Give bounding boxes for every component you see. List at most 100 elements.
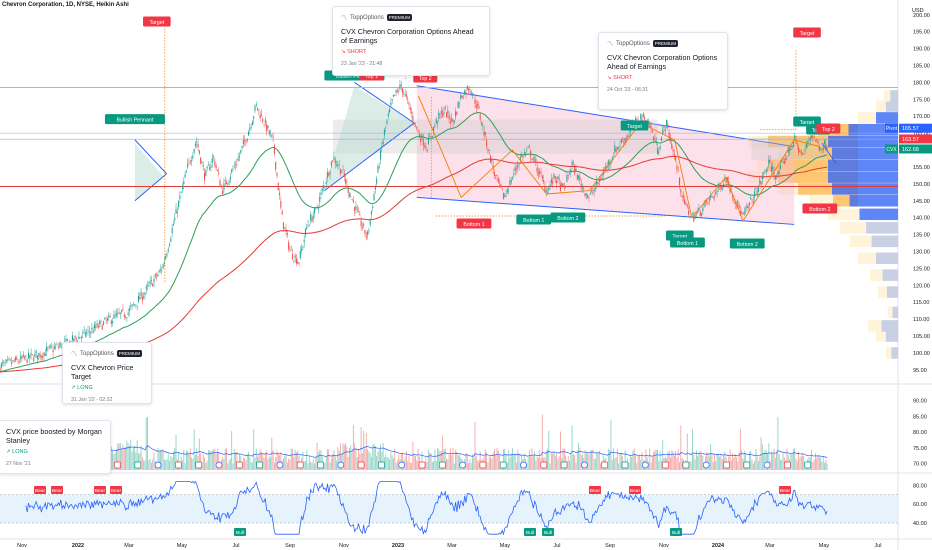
idea-card-earnings-2[interactable]: 〽 ToppOptions PREMIUM CVX Chevron Corporat… bbox=[598, 32, 728, 110]
candle-body bbox=[5, 359, 8, 361]
candle-body bbox=[539, 170, 541, 174]
candle-body bbox=[119, 313, 121, 314]
candle-body bbox=[650, 126, 652, 129]
candle-body bbox=[795, 139, 797, 144]
candle-body bbox=[86, 332, 88, 334]
candle-body bbox=[140, 291, 142, 297]
candle-body bbox=[409, 107, 411, 111]
candle-body bbox=[590, 190, 593, 192]
candle-body bbox=[88, 331, 90, 333]
candle-body bbox=[616, 147, 618, 150]
idea-card-price-target[interactable]: 〽 ToppOptions PREMIUM CVX Chevron Price Ta… bbox=[62, 342, 152, 404]
idea-card-morgan-stanley[interactable]: CVX price boosted by Morgan Stanley ↗ LO… bbox=[0, 420, 111, 474]
candle-body bbox=[563, 186, 565, 187]
candle-body bbox=[557, 176, 559, 180]
candle-body bbox=[774, 176, 776, 180]
candle-body bbox=[796, 143, 798, 144]
candle-body bbox=[17, 361, 19, 363]
candle-body bbox=[247, 131, 250, 136]
candle-body bbox=[263, 124, 265, 125]
candle-body bbox=[680, 189, 682, 193]
idea-direction: LONG bbox=[12, 449, 28, 455]
idea-title[interactable]: CVX price boosted by Morgan Stanley bbox=[6, 427, 102, 445]
candle-body bbox=[509, 179, 511, 186]
logo-icon: 〽 bbox=[341, 16, 348, 22]
idea-title[interactable]: CVX Chevron Price Target bbox=[71, 363, 134, 381]
candle-body bbox=[676, 165, 678, 170]
candle-body bbox=[436, 121, 439, 124]
candle-body bbox=[306, 226, 308, 229]
candle-body bbox=[399, 84, 401, 89]
volume-tick-label: 70.00 bbox=[913, 462, 927, 468]
candle-body bbox=[149, 281, 151, 284]
candle-body bbox=[381, 146, 383, 148]
idea-title[interactable]: CVX Chevron Corporation Options Ahead of… bbox=[341, 27, 474, 45]
candle-body bbox=[765, 169, 767, 172]
candle-body bbox=[678, 177, 681, 186]
candle-body bbox=[537, 172, 539, 175]
candle-body bbox=[210, 165, 212, 168]
rsi-divergence-label: Bear bbox=[95, 488, 106, 494]
idea-title[interactable]: CVX Chevron Corporation Options Ahead of… bbox=[607, 53, 718, 71]
candle-body bbox=[110, 320, 112, 324]
candle-body bbox=[519, 157, 521, 161]
rsi-divergence-label: Bear bbox=[780, 488, 791, 494]
tag-target-4-bg bbox=[793, 27, 821, 38]
candle-body bbox=[184, 174, 186, 178]
candle-body bbox=[778, 171, 780, 174]
candle-body bbox=[368, 229, 370, 231]
candle-body bbox=[373, 194, 375, 201]
candle-body bbox=[244, 140, 246, 142]
dividend-event-icon bbox=[296, 461, 304, 469]
candle-body bbox=[250, 127, 252, 128]
time-tick-label: Sep bbox=[605, 543, 615, 549]
candle-body bbox=[127, 312, 129, 315]
candle-body bbox=[712, 196, 714, 198]
dividend-event-icon bbox=[195, 461, 203, 469]
volume-profile-value-area bbox=[788, 147, 858, 160]
candle-body bbox=[260, 114, 263, 117]
candle-body bbox=[167, 249, 169, 251]
candle-body bbox=[562, 183, 564, 186]
candle-body bbox=[666, 119, 668, 127]
idea-brand: ToppOptions bbox=[616, 40, 650, 47]
tag-bottom-1b-label: Bottom 1 bbox=[523, 218, 544, 224]
candle-body bbox=[673, 153, 675, 155]
candle-body bbox=[536, 167, 538, 173]
dividend-event-icon bbox=[317, 461, 324, 469]
rsi-divergence-label: Bear bbox=[111, 488, 122, 494]
candle-body bbox=[153, 278, 155, 283]
candle-body bbox=[482, 124, 484, 126]
candle-body bbox=[764, 172, 766, 174]
tag-bullish-pennant-2-label: Bullish Pennant bbox=[336, 74, 373, 80]
candle-body bbox=[96, 323, 98, 327]
candle-body bbox=[475, 105, 477, 109]
candle-body bbox=[251, 122, 253, 126]
candle-body bbox=[754, 191, 756, 197]
candle-body bbox=[325, 181, 327, 185]
candle-body bbox=[474, 99, 476, 104]
candle-body bbox=[100, 321, 102, 323]
idea-card-earnings-1[interactable]: 〽 ToppOptions PREMIUM CVX Chevron Corporat… bbox=[332, 6, 490, 76]
earnings-event-icon bbox=[276, 461, 284, 469]
candle-body bbox=[808, 140, 810, 142]
candle-body bbox=[0, 368, 1, 372]
candle-body bbox=[36, 355, 39, 360]
candle-body bbox=[803, 153, 805, 155]
candle-body bbox=[568, 173, 571, 175]
candle-body bbox=[400, 84, 402, 87]
candle-body bbox=[757, 187, 760, 192]
candle-body bbox=[782, 159, 784, 160]
rsi-divergence-tag bbox=[524, 528, 536, 536]
price-label-name: Pivot bbox=[886, 126, 898, 132]
candle-body bbox=[743, 211, 745, 214]
candle-body bbox=[301, 248, 303, 251]
price-tick-label: 95.00 bbox=[913, 368, 927, 374]
candle-body bbox=[337, 164, 339, 166]
bullish-pennant-1-lines bbox=[134, 139, 168, 202]
candle-body bbox=[792, 142, 794, 146]
time-tick-label: May bbox=[177, 543, 188, 549]
candle-body bbox=[417, 130, 419, 132]
candle-body bbox=[273, 145, 275, 155]
